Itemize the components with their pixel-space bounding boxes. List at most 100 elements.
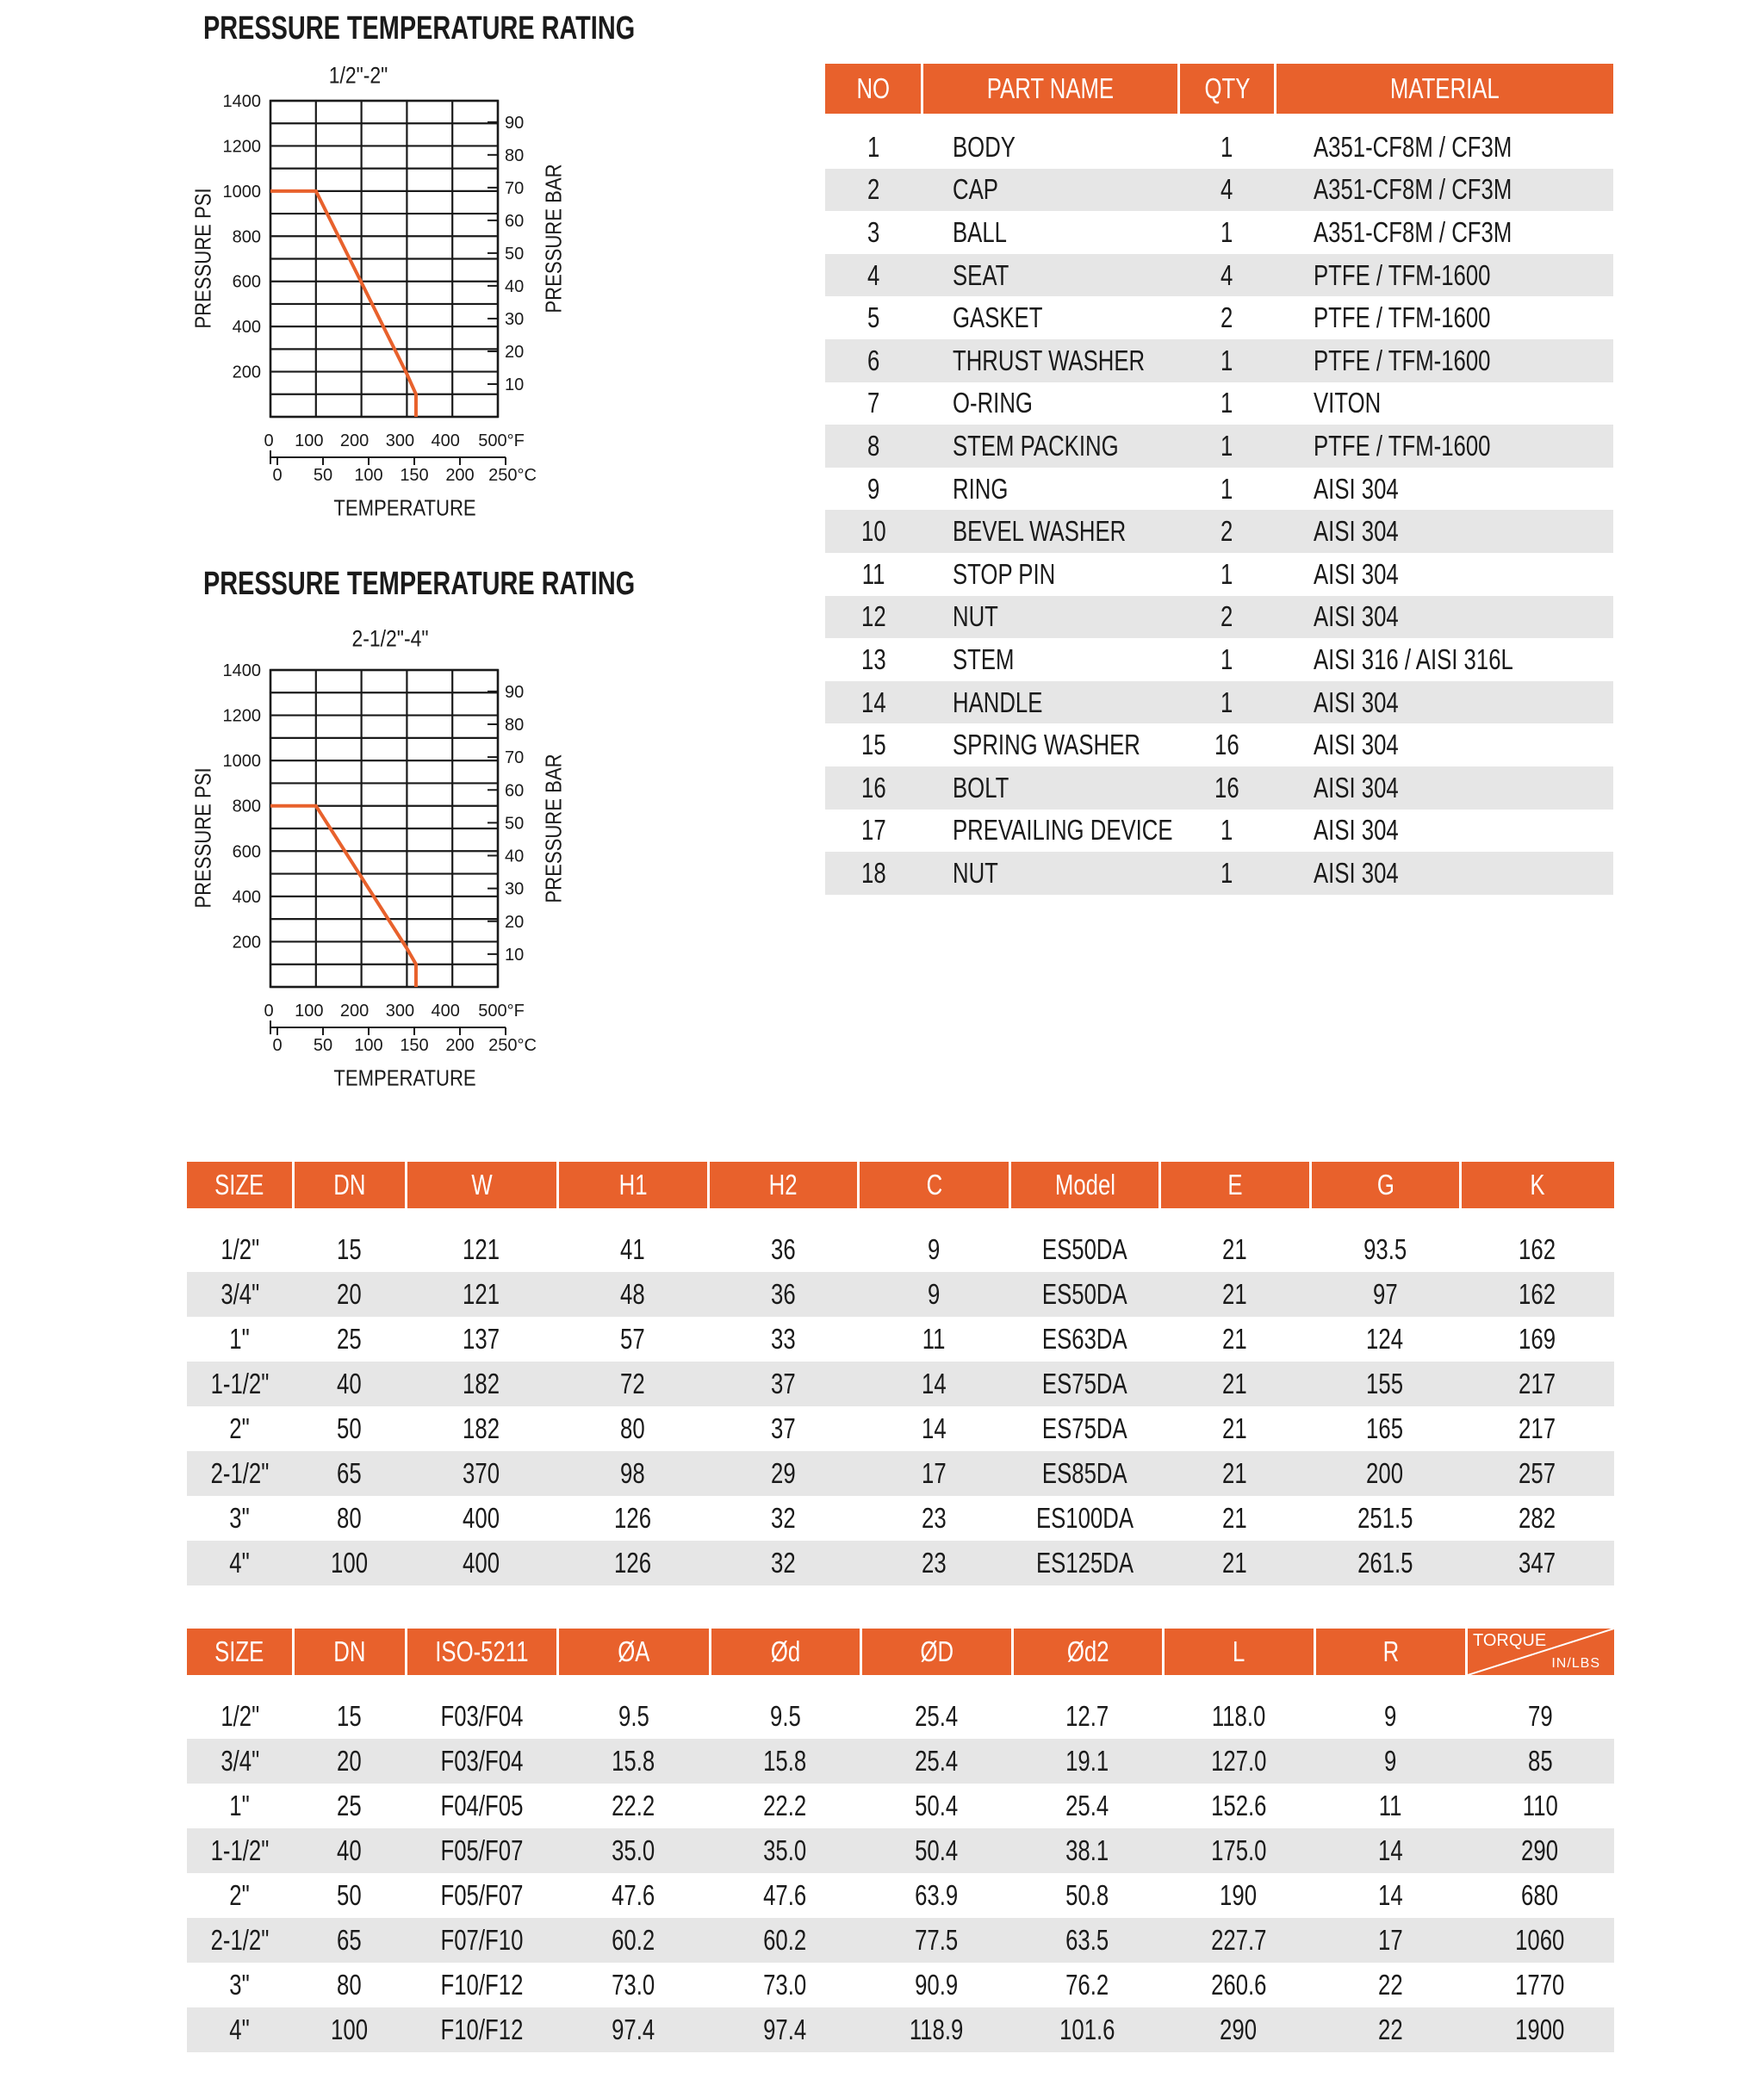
column-header-torque: TORQUE IN/LBS (1468, 1629, 1614, 1675)
column-header-label: PART NAME (986, 72, 1115, 104)
cell-value: 4 (1220, 173, 1233, 206)
cell-value: 23 (921, 1502, 947, 1534)
table-cell: 40 (293, 1828, 406, 1873)
table-cell: 1/2" (187, 1694, 293, 1739)
table-cell: 2 (1178, 510, 1275, 553)
y2-tick-label: 50 (505, 245, 524, 264)
cell-value: A351-CF8M / CF3M (1314, 173, 1512, 206)
cell-value: F05/F07 (440, 1879, 523, 1911)
cell-value: F10/F12 (440, 2013, 523, 2045)
table-row: 15 SPRING WASHER 16 AISI 304 (825, 723, 1613, 766)
cell-value: 21 (1222, 1547, 1247, 1579)
table-cell: 16 (1178, 766, 1275, 810)
cell-value: 33 (770, 1323, 796, 1355)
table-cell: 25 (293, 1784, 406, 1828)
column-header: DN (295, 1162, 405, 1208)
table-cell: 17 (825, 810, 922, 853)
cell-value: AISI 304 (1314, 771, 1399, 804)
cell-value: 182 (463, 1368, 500, 1399)
cell-value: ES50DA (1041, 1233, 1127, 1265)
cell-value: 126 (614, 1502, 651, 1534)
column-header-label: QTY (1204, 72, 1250, 104)
cell-value: F07/F10 (440, 1924, 523, 1956)
column-header-label: G (1376, 1169, 1394, 1201)
column-header-label: ØA (618, 1635, 650, 1667)
cell-value: STEM (953, 642, 1015, 675)
cell-value: 282 (1519, 1502, 1556, 1534)
cell-value: 50.4 (914, 1834, 959, 1866)
cell-value: 22.2 (763, 1790, 807, 1821)
table-cell: 155 (1310, 1362, 1460, 1406)
cell-value: AISI 304 (1314, 686, 1399, 718)
table-cell: PTFE / TFM-1600 (1314, 425, 1613, 468)
table-cell: 22.2 (710, 1784, 860, 1828)
table-cell: 6 (825, 339, 922, 382)
y-tick-label: 1200 (223, 137, 262, 156)
table-cell: NUT (953, 852, 1178, 895)
x-tick-label-f: 500°F (478, 1002, 525, 1021)
table-cell: STOP PIN (953, 553, 1178, 596)
table-cell: PTFE / TFM-1600 (1314, 296, 1613, 339)
cell-value: 12.7 (1065, 1700, 1109, 1732)
table-cell: 1 (1178, 339, 1275, 382)
y-tick-label: 1000 (223, 183, 262, 202)
table-cell: 2 (1178, 596, 1275, 639)
cell-value: AISI 304 (1314, 856, 1399, 889)
cell-value: 9 (866, 472, 880, 505)
cell-value: 21 (1222, 1368, 1247, 1399)
cell-value: 290 (1220, 2013, 1258, 2045)
cell-value: 41 (620, 1233, 645, 1265)
table-cell: 17 (858, 1451, 1009, 1496)
table-row: 1/2" 15 F03/F04 9.5 9.5 25.4 12.7 118.0 9 79 (187, 1694, 1614, 1739)
table-cell: AISI 304 (1314, 681, 1613, 724)
cell-value: 13 (860, 642, 886, 675)
table-cell: 2" (187, 1406, 293, 1451)
column-header: SIZE (187, 1162, 292, 1208)
table-row: 12 NUT 2 AISI 304 (825, 595, 1613, 639)
table-cell: 137 (406, 1317, 557, 1362)
cell-value: 48 (620, 1278, 645, 1310)
cell-value: SPRING WASHER (953, 729, 1140, 761)
table-cell: 15 (293, 1694, 406, 1739)
cell-value: AISI 316 / AISI 316L (1314, 642, 1513, 675)
table-row: 9 RING 1 AISI 304 (825, 468, 1613, 511)
column-header: E (1161, 1162, 1309, 1208)
table-row: 3/4" 20 F03/F04 15.8 15.8 25.4 19.1 127.0 9 85 (187, 1739, 1614, 1784)
column-header: DN (295, 1629, 405, 1675)
cell-value: 1 (1220, 215, 1233, 248)
cell-value: 50.4 (914, 1790, 959, 1821)
table-cell: AISI 304 (1314, 723, 1613, 766)
table-cell: 25.4 (860, 1739, 1012, 1784)
cell-value: 35.0 (612, 1834, 655, 1866)
plot-frame (269, 99, 500, 419)
table-cell: F04/F05 (406, 1784, 557, 1828)
cell-value: 65 (337, 1924, 362, 1956)
table-cell: NUT (953, 596, 1178, 639)
table-cell: 4 (825, 254, 922, 297)
table-cell: 200 (1310, 1451, 1460, 1496)
table-cell: 25 (293, 1317, 406, 1362)
table-cell: 162 (1460, 1227, 1614, 1272)
x-tick-label-c: 0 (272, 1036, 282, 1055)
column-header-label: DN (333, 1635, 366, 1667)
table-cell: 72 (557, 1362, 708, 1406)
column-header: NO (825, 64, 921, 114)
table-cell: 22 (1314, 2007, 1466, 2052)
cell-value: 8 (866, 429, 880, 462)
x-tick-label-c: 150 (400, 1036, 428, 1055)
cell-value: 200 (1366, 1457, 1404, 1489)
table-cell: 190 (1163, 1873, 1314, 1918)
cell-value: 127.0 (1210, 1745, 1267, 1777)
table-cell: HANDLE (953, 681, 1178, 724)
cell-value: 17 (921, 1457, 947, 1489)
table-cell: 21 (1159, 1451, 1310, 1496)
table-cell: RING (953, 468, 1178, 511)
cell-value: 14 (921, 1368, 947, 1399)
table-cell: 1770 (1466, 1963, 1614, 2007)
cell-value: 11 (1378, 1790, 1402, 1821)
table-cell: 1 (1178, 681, 1275, 724)
y2-tick-label: 80 (505, 146, 524, 165)
y-tick-label: 600 (233, 842, 261, 861)
table-cell: 15 (293, 1227, 406, 1272)
table-cell: 40 (293, 1362, 406, 1406)
